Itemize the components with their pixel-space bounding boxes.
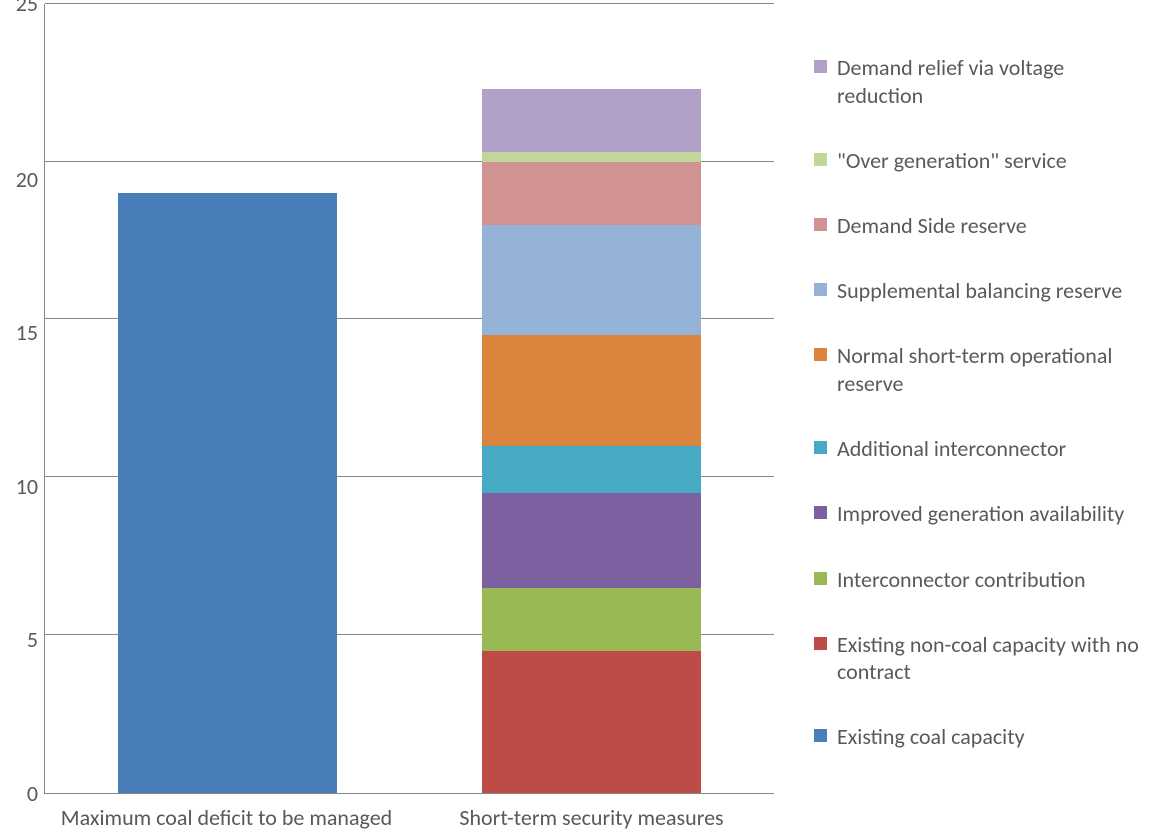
legend-swatch (814, 153, 827, 166)
plot-column: 0510152025 Maximum coal deficit to be ma… (4, 4, 774, 831)
y-tick-label: 25 (4, 0, 38, 15)
plot-area (44, 4, 774, 794)
legend-item-normal_stor: Normal short-term operational reserve (814, 342, 1150, 397)
x-axis-labels: Maximum coal deficit to be managedShort-… (44, 794, 774, 832)
legend-label: "Over generation" service (837, 147, 1067, 175)
plot-row: 0510152025 (4, 4, 774, 794)
legend-swatch (814, 60, 827, 73)
legend-label: Existing coal capacity (837, 723, 1025, 751)
bar (482, 89, 701, 792)
legend-item-existing_noncoal: Existing non-coal capacity with no contr… (814, 631, 1150, 686)
legend-item-interconnector_contrib: Interconnector contribution (814, 566, 1150, 594)
legend-swatch (814, 441, 827, 454)
legend-label: Demand Side reserve (837, 212, 1027, 240)
bar-segment-supplemental_balancing (482, 225, 701, 335)
legend: Demand relief via voltage reduction "Over… (774, 4, 1154, 831)
legend-swatch (814, 506, 827, 519)
legend-label: Existing non-coal capacity with no contr… (837, 631, 1150, 686)
legend-item-additional_interconnector: Additional interconnector (814, 435, 1150, 463)
y-tick-label: 15 (4, 322, 38, 344)
bar-segment-over_generation (482, 152, 701, 161)
legend-item-improved_gen_avail: Improved generation availability (814, 500, 1150, 528)
x-tick-label: Maximum coal deficit to be managed (44, 794, 409, 832)
legend-swatch (814, 729, 827, 742)
legend-label: Additional interconnector (837, 435, 1066, 463)
bar-segment-existing_coal (118, 193, 337, 792)
gridline (45, 3, 774, 4)
bar-segment-additional_interconnector (482, 446, 701, 493)
stacked-bar-chart: 0510152025 Maximum coal deficit to be ma… (4, 4, 1162, 831)
legend-label: Improved generation availability (837, 500, 1124, 528)
x-tick-label: Short-term security measures (409, 794, 774, 832)
bar-segment-improved_gen_avail (482, 493, 701, 588)
legend-label: Normal short-term operational reserve (837, 342, 1150, 397)
y-axis-ticks: 0510152025 (4, 4, 44, 794)
bar-segment-demand_side_reserve (482, 162, 701, 225)
legend-swatch (814, 637, 827, 650)
legend-label: Supplemental balancing reserve (837, 277, 1122, 305)
legend-item-over_generation: "Over generation" service (814, 147, 1150, 175)
legend-swatch (814, 218, 827, 231)
y-tick-label: 10 (4, 476, 38, 498)
bar-segment-normal_stor (482, 335, 701, 445)
bar-segment-existing_noncoal (482, 651, 701, 793)
legend-label: Interconnector contribution (837, 566, 1086, 594)
legend-item-demand_relief_voltage: Demand relief via voltage reduction (814, 54, 1150, 109)
legend-label: Demand relief via voltage reduction (837, 54, 1150, 109)
legend-item-existing_coal: Existing coal capacity (814, 723, 1150, 751)
x-axis-ticks: Maximum coal deficit to be managedShort-… (4, 794, 774, 832)
y-tick-label: 20 (4, 169, 38, 191)
y-tick-label: 5 (4, 629, 38, 651)
legend-item-supplemental_balancing: Supplemental balancing reserve (814, 277, 1150, 305)
legend-swatch (814, 572, 827, 585)
legend-item-demand_side_reserve: Demand Side reserve (814, 212, 1150, 240)
bar-segment-demand_relief_voltage (482, 89, 701, 152)
y-tick-label: 0 (4, 783, 38, 805)
bar-segment-interconnector_contrib (482, 588, 701, 651)
legend-swatch (814, 348, 827, 361)
legend-swatch (814, 283, 827, 296)
bar (118, 193, 337, 792)
